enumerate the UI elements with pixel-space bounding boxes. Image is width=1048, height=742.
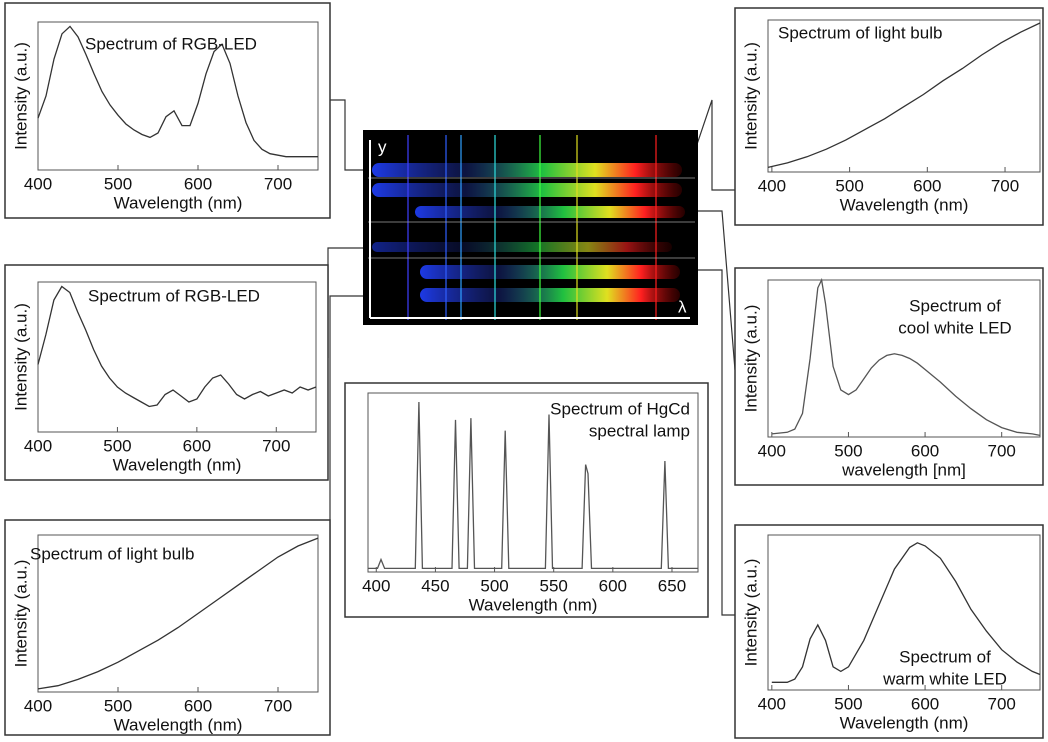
spectrograph-image: y λ [363, 130, 698, 325]
y-axis-label: Intensity (a.u.) [741, 42, 760, 150]
x-tick-label: 600 [599, 576, 627, 595]
x-tick-label: 400 [758, 694, 786, 713]
streak [415, 206, 685, 218]
x-tick-label: 400 [24, 174, 52, 193]
chart-title: warm white LED [882, 669, 1007, 688]
streak [420, 288, 680, 302]
x-tick-label: 600 [913, 176, 941, 195]
x-tick-label: 500 [834, 441, 862, 460]
x-tick-label: 700 [264, 174, 292, 193]
x-tick-label: 400 [362, 576, 390, 595]
x-axis-label: Wavelength (nm) [840, 713, 969, 732]
image-x-label: λ [678, 297, 687, 316]
x-tick-label: 400 [24, 436, 52, 455]
x-tick-label: 500 [104, 174, 132, 193]
x-axis-label: wavelength [nm] [841, 460, 966, 479]
chart-title: Spectrum of [899, 647, 991, 666]
x-tick-label: 700 [264, 696, 292, 715]
x-tick-label: 700 [988, 441, 1016, 460]
image-y-label: y [378, 137, 387, 156]
y-axis-label: Intensity (a.u.) [11, 560, 30, 668]
x-tick-label: 600 [184, 696, 212, 715]
spectrum-panel: 400 500 600 700 Wavelength (nm) Intensity (a.… [735, 525, 1043, 738]
x-tick-label: 600 [184, 174, 212, 193]
chart-title: Spectrum of [909, 296, 1001, 315]
chart-title: Spectrum of HgCd [550, 399, 690, 418]
x-tick-label: 600 [911, 441, 939, 460]
x-tick-label: 500 [834, 694, 862, 713]
y-axis-label: Intensity (a.u.) [741, 559, 760, 667]
spectrum-panel: 400 500 600 700 Wavelength (nm) Intensity (a.… [5, 3, 330, 218]
chart-title: Spectrum of RGB-LED [88, 286, 260, 305]
x-tick-label: 500 [835, 176, 863, 195]
chart-title: cool white LED [898, 318, 1011, 337]
chart-title: Spectrum of light bulb [778, 23, 942, 42]
x-tick-label: 700 [262, 436, 290, 455]
x-tick-label: 600 [183, 436, 211, 455]
x-tick-label: 400 [758, 176, 786, 195]
y-axis-label: Intensity (a.u.) [11, 303, 30, 411]
x-tick-label: 450 [421, 576, 449, 595]
x-tick-label: 400 [24, 696, 52, 715]
x-axis-label: Wavelength (nm) [114, 193, 243, 212]
y-axis-label: Intensity (a.u.) [11, 42, 30, 150]
y-axis-label: Intensity (a.u.) [741, 305, 760, 413]
x-tick-label: 700 [988, 694, 1016, 713]
figure: y λ 400 500 600 700 Wavelength (nm) Intensity… [0, 0, 1048, 742]
x-axis-label: Wavelength (nm) [840, 195, 969, 214]
spectrum-panel: 400 500 600 700 wavelength [nm] Intensity (a.… [735, 268, 1043, 485]
x-tick-label: 600 [911, 694, 939, 713]
streak [372, 242, 672, 252]
streak [420, 265, 680, 279]
chart-title: spectral lamp [589, 421, 690, 440]
x-axis-label: Wavelength (nm) [113, 455, 242, 474]
spectrum-panel: 400 500 600 700 Wavelength (nm) Intensity (a.… [5, 265, 328, 480]
x-axis-label: Wavelength (nm) [469, 595, 598, 614]
x-tick-label: 700 [991, 176, 1019, 195]
x-tick-label: 500 [104, 696, 132, 715]
streak [372, 183, 682, 197]
x-tick-label: 500 [103, 436, 131, 455]
chart-title: Spectrum of RGB-LED [85, 34, 257, 53]
chart-title: Spectrum of light bulb [30, 544, 194, 563]
spectrum-panel: 400 500 600 700 Wavelength (nm) Intensity (a.… [735, 8, 1043, 225]
x-tick-label: 650 [658, 576, 686, 595]
spectrum-panel: 400 500 600 700 Wavelength (nm) Intensity (a.… [5, 520, 330, 735]
x-axis-label: Wavelength (nm) [114, 715, 243, 734]
x-tick-label: 400 [758, 441, 786, 460]
x-tick-label: 550 [540, 576, 568, 595]
spectrum-panel: 400 450 500 550 600 650 Wavelength (nm) Spectru… [345, 383, 708, 617]
x-tick-label: 500 [480, 576, 508, 595]
streak [372, 163, 682, 177]
